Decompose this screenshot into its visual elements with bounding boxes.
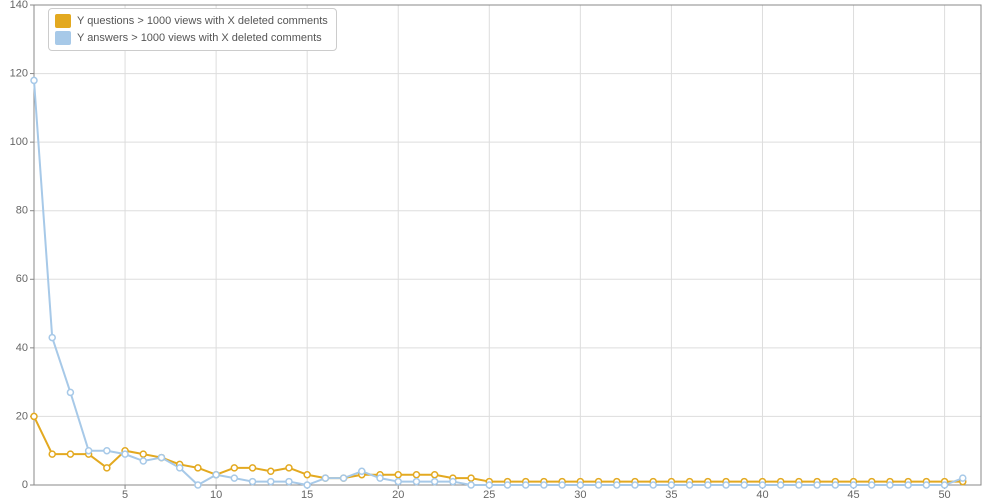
legend: Y questions > 1000 views with X deleted … — [48, 8, 337, 51]
line-chart: 0 20 40 60 80 100 120 140 5 10 15 20 25 30 35 40 45 50 — [0, 0, 986, 503]
svg-text:50: 50 — [938, 489, 950, 501]
svg-text:140: 140 — [10, 0, 28, 11]
legend-swatch-questions — [55, 14, 71, 28]
svg-text:45: 45 — [847, 489, 859, 501]
svg-text:20: 20 — [392, 489, 404, 501]
svg-text:40: 40 — [756, 489, 768, 501]
svg-text:40: 40 — [16, 342, 28, 354]
svg-text:5: 5 — [122, 489, 128, 501]
legend-item-questions[interactable]: Y questions > 1000 views with X deleted … — [55, 13, 328, 30]
svg-text:60: 60 — [16, 273, 28, 285]
svg-text:30: 30 — [574, 489, 586, 501]
svg-text:0: 0 — [22, 479, 28, 491]
chart-container: 0 20 40 60 80 100 120 140 5 10 15 20 25 30 35 40 45 50 Y … — [0, 0, 986, 503]
svg-text:15: 15 — [301, 489, 313, 501]
svg-text:10: 10 — [210, 489, 222, 501]
legend-swatch-answers — [55, 31, 71, 45]
svg-text:35: 35 — [665, 489, 677, 501]
legend-item-answers[interactable]: Y answers > 1000 views with X deleted co… — [55, 30, 328, 47]
svg-text:100: 100 — [10, 136, 28, 148]
legend-label-questions: Y questions > 1000 views with X deleted … — [77, 13, 328, 30]
svg-text:25: 25 — [483, 489, 495, 501]
svg-text:20: 20 — [16, 410, 28, 422]
svg-text:120: 120 — [10, 67, 28, 79]
svg-text:80: 80 — [16, 205, 28, 217]
legend-label-answers: Y answers > 1000 views with X deleted co… — [77, 30, 322, 47]
